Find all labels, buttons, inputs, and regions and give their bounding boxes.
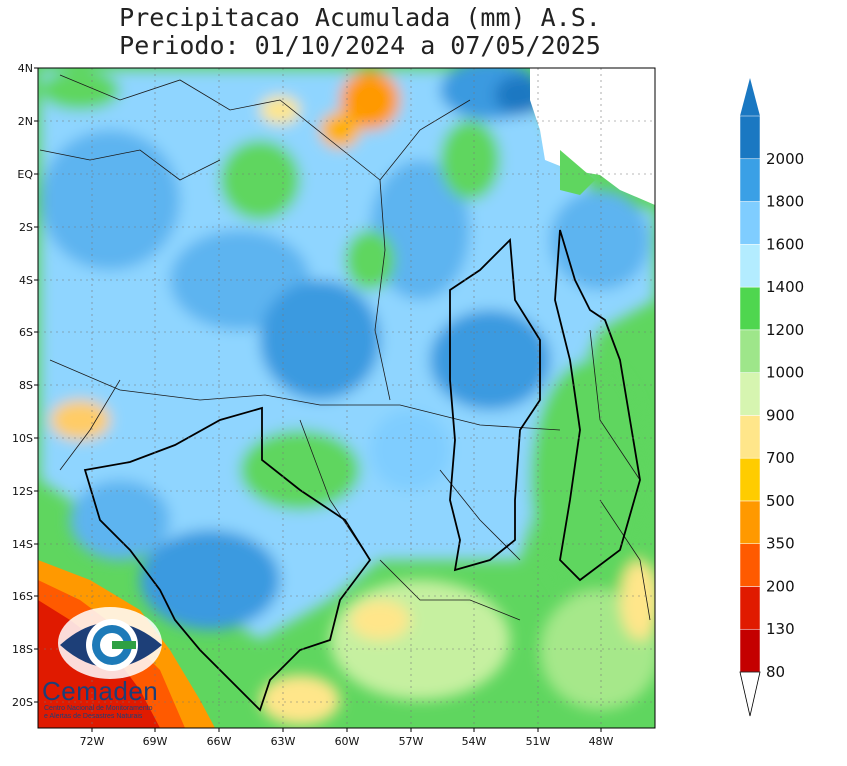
legend-swatch (739, 115, 761, 160)
longitude-axis: 72W 69W 66W 63W 60W 57W 54W 51W 48W (80, 735, 614, 748)
legend-swatch (739, 244, 761, 288)
legend-swatch (739, 329, 761, 373)
legend-label: 130 (766, 620, 795, 638)
logo-name: Cemaden (42, 676, 159, 706)
color-legend: 80 130 200 350 500 700 900 1000 1200 1400 1600 1800… (739, 78, 804, 717)
lat-label: 6S (19, 326, 33, 339)
lon-label: 63W (271, 735, 296, 748)
legend-label: 350 (766, 535, 795, 553)
legend-label: 900 (766, 406, 795, 424)
lon-label: 48W (589, 735, 614, 748)
lat-label: 8S (19, 379, 33, 392)
legend-swatch (739, 543, 761, 587)
legend-label: 1400 (766, 278, 804, 296)
lon-label: 54W (462, 735, 487, 748)
legend-label: 700 (766, 449, 795, 467)
legend-label: 80 (766, 663, 785, 681)
logo-subtitle: Centro Nacional de Monitoramento e Alert… (44, 705, 184, 721)
legend-label: 1200 (766, 321, 804, 339)
legend-label: 200 (766, 577, 795, 595)
lat-label: 16S (12, 590, 33, 603)
lat-label: 14S (12, 538, 33, 551)
lon-label: 57W (399, 735, 424, 748)
logo-subtitle-line1: Centro Nacional de Monitoramento (44, 705, 153, 712)
lat-label: 18S (12, 643, 33, 656)
legend-label: 1800 (766, 193, 804, 211)
lat-label: 12S (12, 485, 33, 498)
lat-label: EQ (17, 168, 33, 181)
map-period: Periodo: 01/10/2024 a 07/05/2025 (119, 31, 601, 60)
cemaden-logo-mark (58, 607, 162, 679)
lon-label: 72W (80, 735, 105, 748)
legend-swatch (739, 201, 761, 245)
legend-top-arrow (740, 78, 760, 116)
legend-swatch (739, 372, 761, 416)
precipitation-field (38, 68, 655, 728)
legend-swatch (739, 586, 761, 630)
lat-label: 2S (19, 221, 33, 234)
legend-swatch (739, 628, 761, 673)
lon-label: 66W (207, 735, 232, 748)
legend-swatch (739, 500, 761, 544)
lon-label: 69W (143, 735, 168, 748)
lat-label: 10S (12, 432, 33, 445)
legend-swatch (739, 457, 761, 502)
legend-bottom-arrow (739, 671, 761, 717)
legend-swatch (739, 415, 761, 459)
lat-label: 4S (19, 274, 33, 287)
logo-subtitle-line2: e Alertas de Desastres Naturais (44, 713, 143, 720)
lat-label: 2N (18, 115, 33, 128)
lon-label: 60W (335, 735, 360, 748)
legend-label: 500 (766, 492, 795, 510)
latitude-axis: 4N 2N EQ 2S 4S 6S 8S 10S 12S 14S 16S 18S… (12, 62, 33, 709)
legend-swatch (739, 158, 761, 202)
lat-label: 4N (18, 62, 33, 75)
lon-label: 51W (526, 735, 551, 748)
legend-label: 1600 (766, 235, 804, 253)
legend-label: 1000 (766, 364, 804, 382)
legend-label: 2000 (766, 150, 804, 168)
legend-swatch (739, 286, 761, 331)
map-title: Precipitacao Acumulada (mm) A.S. (119, 3, 601, 32)
lat-label: 20S (12, 696, 33, 709)
